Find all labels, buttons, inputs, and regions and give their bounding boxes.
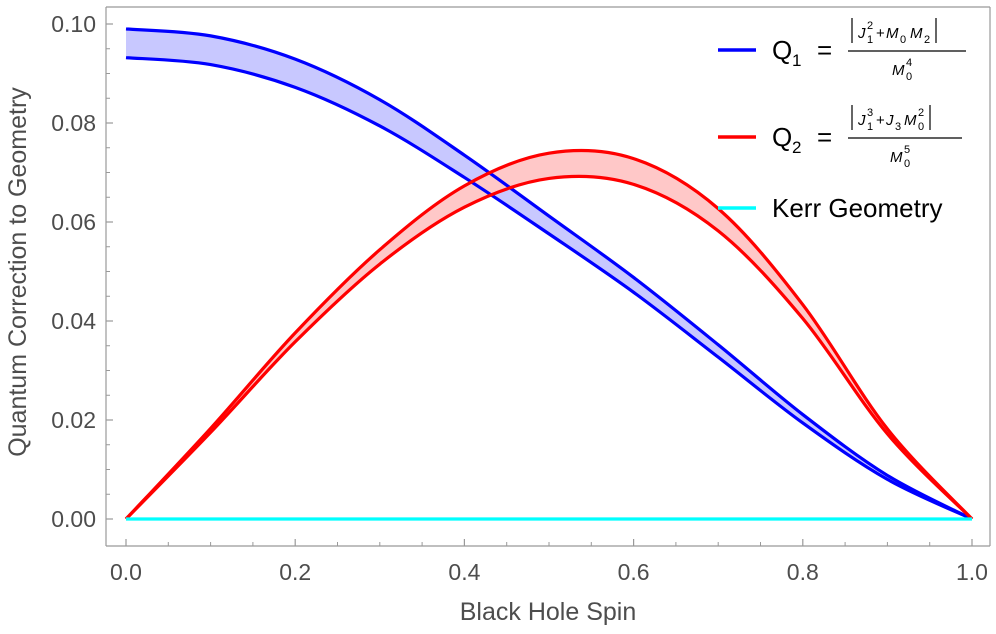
legend-q1-num-j-sup: 2 bbox=[867, 20, 873, 32]
y-tick-label: 0.08 bbox=[51, 110, 96, 136]
legend-item-kerr: Kerr Geometry bbox=[718, 193, 943, 223]
legend-q1-num-m0-sub: 0 bbox=[900, 34, 906, 46]
y-tick-label: 0.10 bbox=[51, 11, 96, 37]
x-tick-label: 0.8 bbox=[787, 559, 819, 585]
line-q1-upper bbox=[125, 27, 973, 521]
x-tick-label: 0.4 bbox=[448, 559, 480, 585]
line-q1-lower bbox=[125, 56, 973, 521]
legend-q1-num-m2: M bbox=[910, 25, 923, 42]
legend-q1-num-j: J bbox=[857, 25, 866, 42]
legend-q2-num-j3-sub: 3 bbox=[895, 121, 901, 133]
ticks bbox=[106, 23, 973, 546]
legend-q2-num-m0-sup: 2 bbox=[918, 107, 924, 119]
legend-item-q2: Q 2 = J 1 3 + J 3 M 0 2 M 0 5 bbox=[718, 105, 962, 170]
legend-q2-num-j-sup: 3 bbox=[867, 107, 873, 119]
y-tick-label: 0.04 bbox=[51, 308, 96, 334]
legend-q2-num-m0: M bbox=[904, 112, 917, 129]
y-tick-label: 0.02 bbox=[51, 407, 96, 433]
x-tick-label: 0.0 bbox=[110, 559, 142, 585]
legend-q2-num-j-sub: 1 bbox=[867, 121, 873, 133]
legend-q2-equals: = bbox=[817, 122, 832, 152]
legend-q2-den-sup: 5 bbox=[904, 144, 910, 156]
series-lines bbox=[124, 27, 974, 521]
y-tick-labels: 0.00 0.02 0.04 0.06 0.08 0.10 bbox=[51, 11, 96, 532]
y-tick-label: 0.06 bbox=[51, 209, 96, 235]
legend-q2-symbol: Q bbox=[772, 122, 792, 152]
plot-frame bbox=[105, 6, 991, 547]
legend-q2-num-j3: J bbox=[885, 112, 894, 129]
line-q2-upper bbox=[124, 148, 974, 521]
legend-q1-num-m2-sub: 2 bbox=[924, 34, 930, 46]
legend: Q 1 = J 1 2 + M 0 M 2 M 0 4 Q 2 = J 1 bbox=[718, 18, 966, 223]
legend-q1-num-plus: + bbox=[876, 25, 885, 42]
legend-kerr-label: Kerr Geometry bbox=[772, 193, 943, 223]
x-tick-label: 1.0 bbox=[956, 559, 988, 585]
legend-q2-subscript: 2 bbox=[792, 138, 801, 157]
line-q2-lower bbox=[124, 174, 974, 521]
y-axis-title: Quantum Correction to Geometry bbox=[4, 87, 32, 457]
legend-q1-den-m: M bbox=[892, 62, 905, 79]
legend-q2-num-j: J bbox=[857, 112, 866, 129]
legend-q2-num-plus: + bbox=[876, 112, 885, 129]
x-tick-label: 0.2 bbox=[279, 559, 311, 585]
y-tick-label: 0.00 bbox=[51, 506, 96, 532]
legend-q2-den-sub: 0 bbox=[904, 158, 910, 170]
x-axis-title: Black Hole Spin bbox=[460, 598, 636, 626]
legend-q1-num-m0: M bbox=[886, 25, 899, 42]
legend-item-q1: Q 1 = J 1 2 + M 0 M 2 M 0 4 bbox=[718, 18, 966, 83]
legend-q1-num-j-sub: 1 bbox=[867, 34, 873, 46]
legend-q1-symbol: Q bbox=[772, 35, 792, 65]
x-tick-label: 0.6 bbox=[618, 559, 650, 585]
legend-q1-den-sub: 0 bbox=[906, 71, 912, 83]
x-tick-labels: 0.0 0.2 0.4 0.6 0.8 1.0 bbox=[110, 559, 988, 585]
legend-q2-num-m0-sub: 0 bbox=[918, 121, 924, 133]
legend-q1-subscript: 1 bbox=[792, 51, 801, 70]
legend-q1-equals: = bbox=[817, 35, 832, 65]
legend-q2-den-m: M bbox=[890, 149, 903, 166]
legend-q1-den-sup: 4 bbox=[906, 57, 912, 69]
